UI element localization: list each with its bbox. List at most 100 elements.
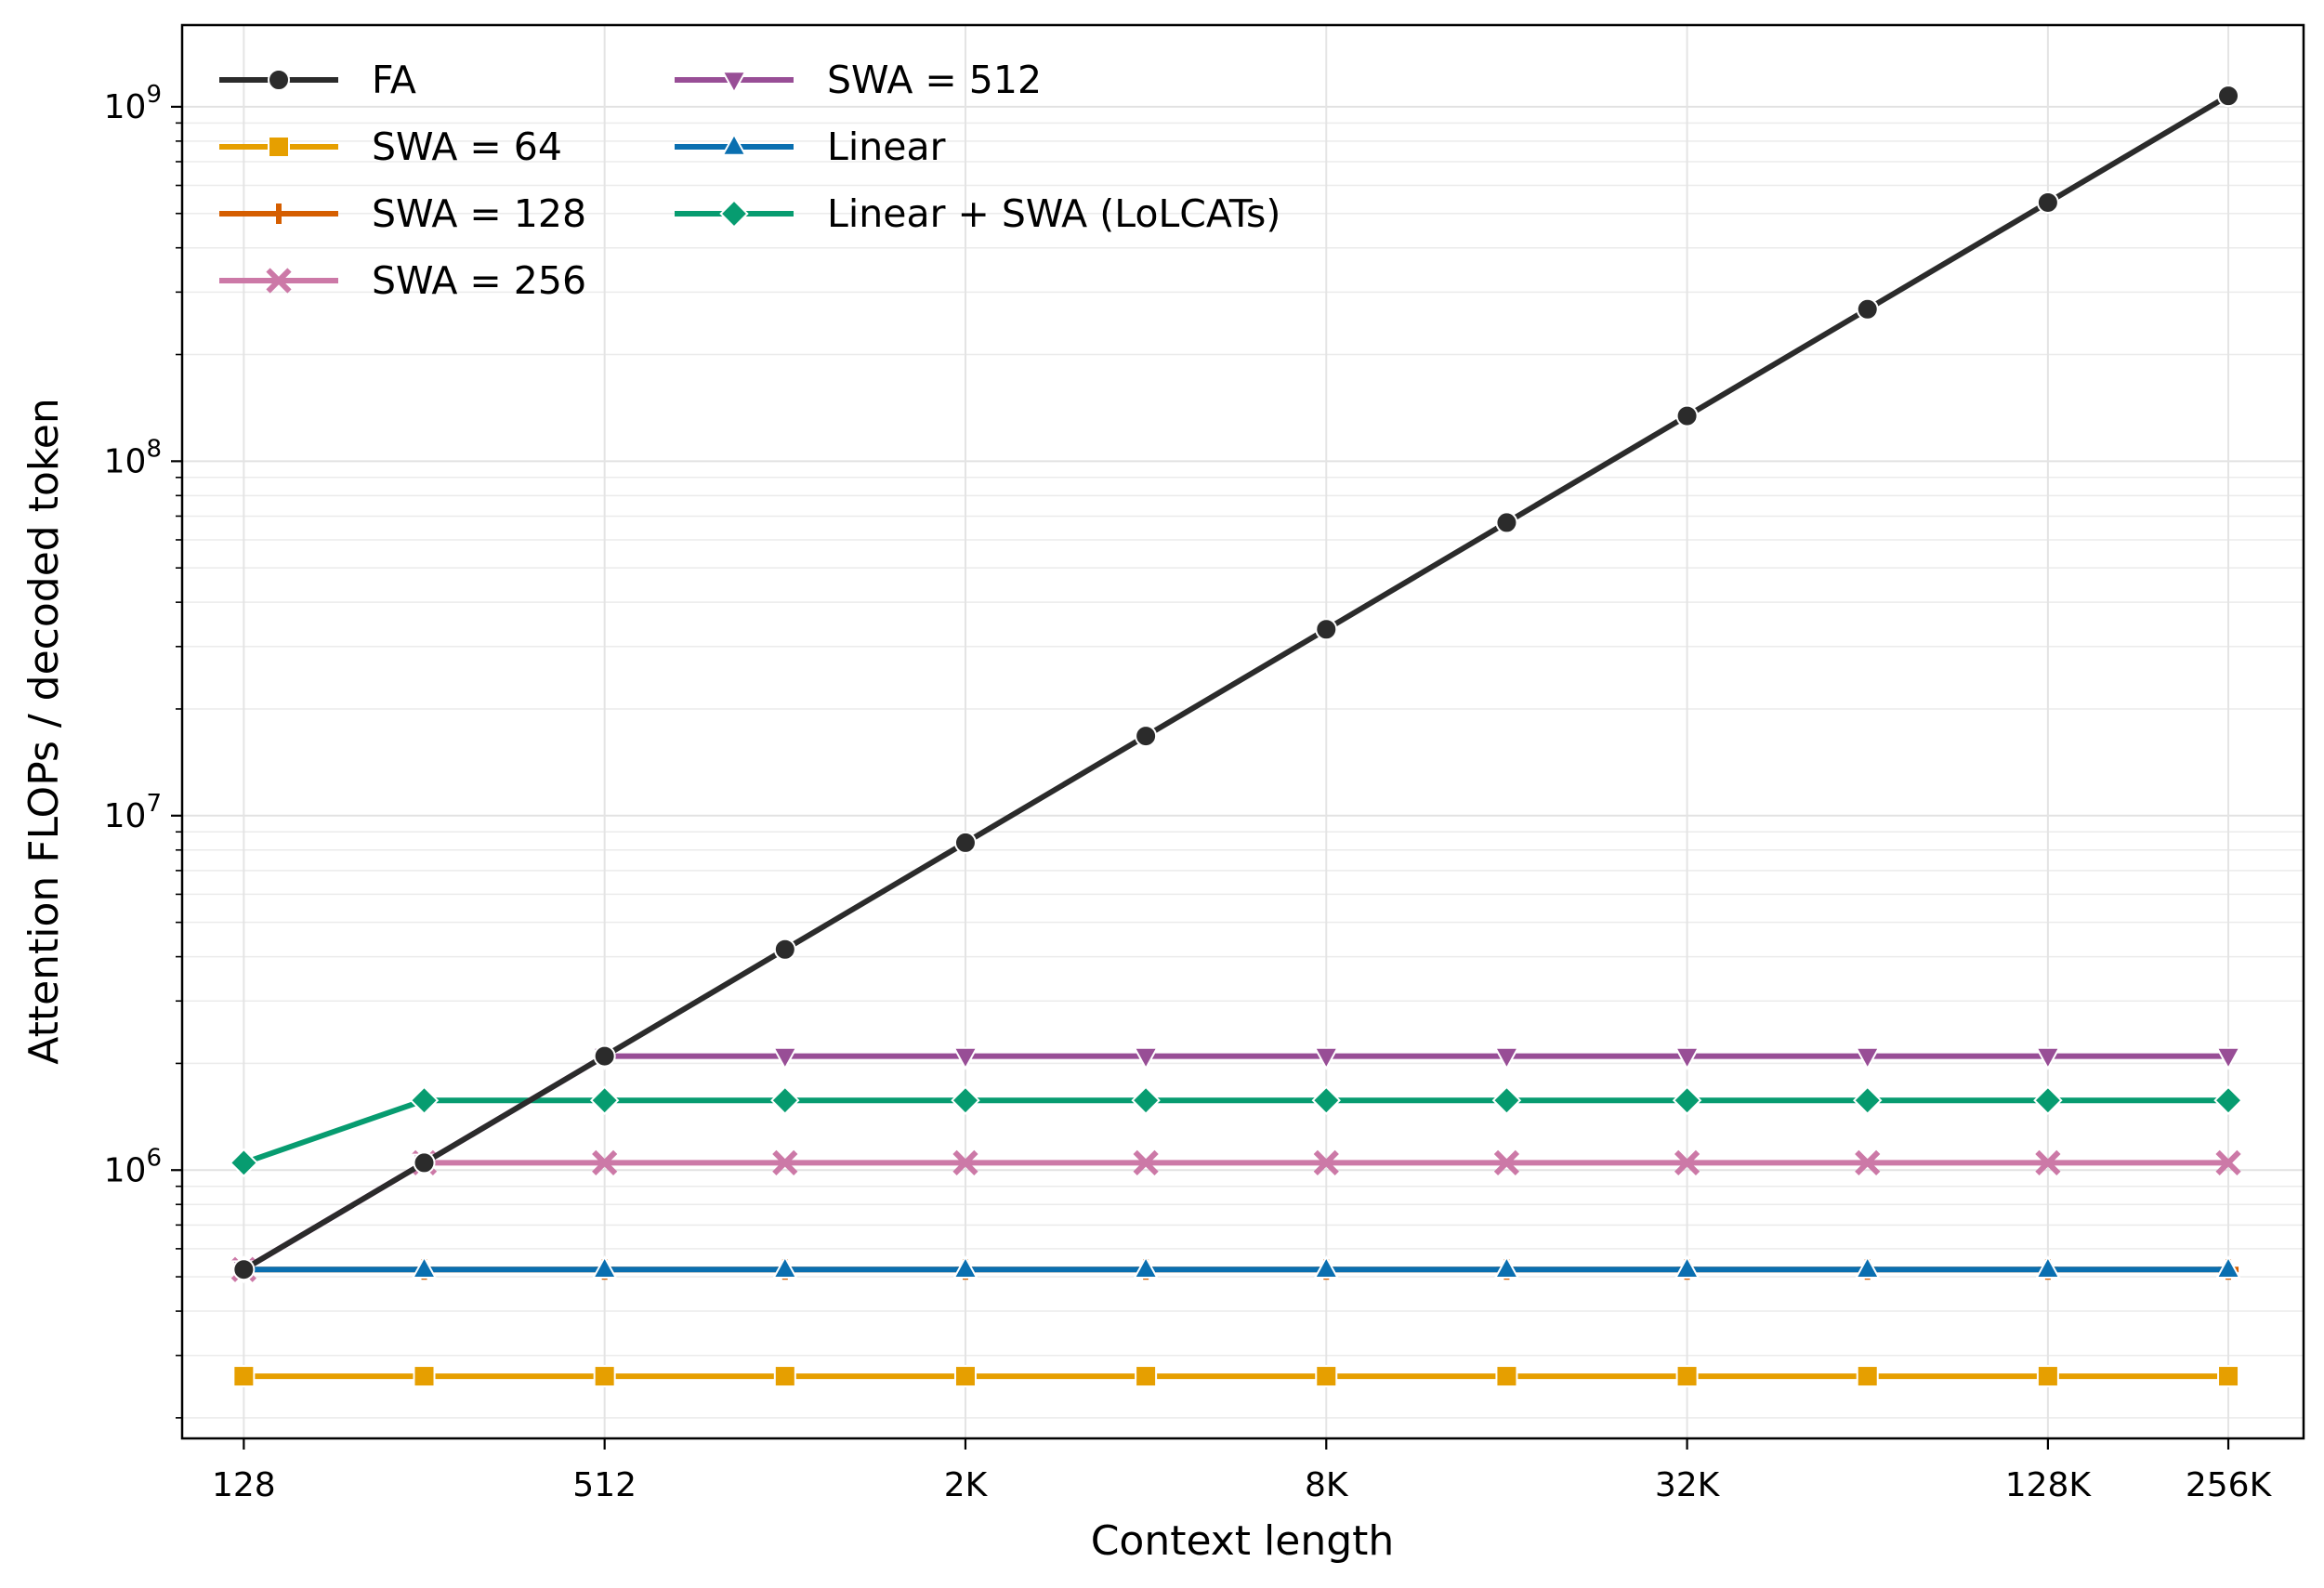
data-point — [953, 831, 977, 854]
data-point — [1675, 404, 1699, 427]
data-point — [593, 1044, 616, 1068]
legend-label: SWA = 64 — [372, 125, 562, 169]
data-point — [411, 1254, 438, 1280]
data-point — [1315, 1365, 1338, 1388]
legend-marker — [268, 136, 290, 158]
series-linear-swa-lolcats — [229, 1085, 2243, 1178]
data-point — [591, 1254, 618, 1280]
data-point — [2215, 1254, 2241, 1280]
data-point — [232, 1258, 256, 1281]
data-point — [773, 938, 796, 961]
x-tick-label: 128K — [2005, 1466, 2093, 1504]
legend-label: SWA = 256 — [372, 258, 586, 303]
data-point — [773, 1365, 796, 1388]
data-point — [1133, 1046, 1159, 1070]
data-point — [1135, 1365, 1158, 1388]
legend-marker — [721, 132, 747, 156]
data-point — [413, 1365, 436, 1388]
data-point — [1133, 1149, 1159, 1175]
data-point — [1493, 1149, 1520, 1175]
plot-series — [229, 85, 2243, 1388]
legend-item-swa-512: SWA = 512 — [675, 58, 1042, 102]
data-point — [1493, 1254, 1520, 1280]
data-point — [2035, 1046, 2061, 1070]
series-line — [243, 1097, 2228, 1166]
data-point — [2033, 1085, 2063, 1115]
data-point — [593, 1365, 616, 1388]
data-point — [1674, 1254, 1700, 1280]
y-axis-label: Attention FLOPs / decoded token — [20, 398, 68, 1065]
data-point — [1495, 1365, 1518, 1388]
data-point — [2035, 1254, 2061, 1280]
data-point — [1311, 1085, 1341, 1115]
legend-item-linear-swa-lolcats: Linear + SWA (LoLCATs) — [675, 191, 1280, 236]
data-point — [1675, 1365, 1699, 1388]
x-tick-label: 512 — [572, 1466, 637, 1504]
series-swa-64 — [232, 1365, 2240, 1388]
data-point — [1856, 297, 1879, 321]
legend-marker — [719, 199, 749, 229]
data-point — [1491, 1085, 1522, 1115]
data-point — [951, 1085, 980, 1115]
series-line — [242, 93, 2230, 1272]
legend-marker — [268, 69, 290, 91]
legend-label: FA — [372, 58, 416, 102]
data-point — [1135, 725, 1158, 748]
data-point — [2035, 1149, 2061, 1175]
data-point — [2217, 85, 2240, 108]
data-point — [2215, 1046, 2241, 1070]
data-point — [772, 1149, 798, 1175]
data-point — [1495, 511, 1518, 534]
data-point — [1853, 1085, 1883, 1115]
data-point — [1133, 1254, 1159, 1280]
legend-marker — [269, 203, 289, 224]
legend-label: SWA = 512 — [827, 58, 1042, 102]
legend-item-swa-256: SWA = 256 — [219, 258, 586, 303]
legend-label: Linear + SWA (LoLCATs) — [827, 191, 1280, 236]
data-point — [1313, 1149, 1339, 1175]
data-point — [232, 1365, 256, 1388]
data-point — [2217, 1365, 2240, 1388]
x-tick-label: 2K — [944, 1466, 989, 1504]
data-point — [1672, 1085, 1702, 1115]
series-linear — [230, 1254, 2241, 1280]
data-point — [409, 1085, 440, 1115]
data-point — [1854, 1046, 1881, 1070]
data-point — [1315, 618, 1338, 641]
data-point — [952, 1254, 978, 1280]
y-tick-label: 107 — [104, 790, 162, 835]
series-swa-256 — [230, 1149, 2241, 1282]
data-point — [1674, 1046, 1700, 1070]
legend-label: SWA = 128 — [372, 191, 586, 236]
data-point — [1854, 1254, 1881, 1280]
series-fa — [232, 85, 2240, 1281]
data-point — [953, 1365, 977, 1388]
y-tick-label: 108 — [104, 435, 162, 480]
x-axis-label: Context length — [1091, 1517, 1395, 1565]
data-point — [772, 1254, 798, 1280]
legend: FA SWA = 64 SWA = 128 SWA = 256 SWA = 512 Lin… — [219, 58, 1280, 303]
data-point — [1674, 1149, 1700, 1175]
data-point — [2213, 1085, 2243, 1115]
data-point — [1313, 1254, 1340, 1280]
data-point — [1855, 1149, 1881, 1175]
plot-frame — [180, 23, 2305, 1440]
x-tick-label: 8K — [1305, 1466, 1349, 1504]
data-point — [2036, 1365, 2059, 1388]
grid — [182, 25, 2304, 1438]
data-point — [229, 1148, 259, 1178]
x-tick-label: 128 — [212, 1466, 276, 1504]
data-point — [413, 1151, 436, 1175]
legend-marker — [721, 71, 747, 95]
data-point — [592, 1149, 618, 1175]
legend-marker — [266, 268, 292, 294]
data-point — [770, 1085, 800, 1115]
data-point — [589, 1085, 620, 1115]
y-tick-label: 109 — [104, 81, 162, 126]
y-tick-label: 106 — [104, 1144, 162, 1189]
legend-label: Linear — [827, 125, 946, 169]
data-point — [2215, 1149, 2241, 1175]
data-point — [1856, 1365, 1879, 1388]
axes: 106 107 108 109 128 512 2K 8K 32K 128K 256K — [104, 81, 2273, 1504]
